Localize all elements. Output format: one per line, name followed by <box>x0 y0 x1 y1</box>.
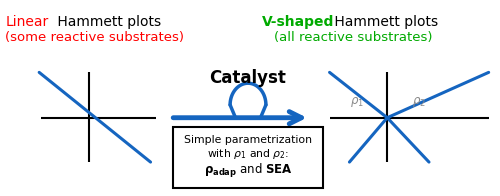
FancyArrowPatch shape <box>173 112 302 124</box>
Text: $\bf{\rho_{adap}}$ and $\bf{SEA}$: $\bf{\rho_{adap}}$ and $\bf{SEA}$ <box>204 162 292 180</box>
Text: Simple parametrization: Simple parametrization <box>184 135 312 145</box>
Text: Catalyst: Catalyst <box>210 69 286 87</box>
FancyBboxPatch shape <box>174 127 322 188</box>
Text: Hammett plots: Hammett plots <box>53 15 161 29</box>
Text: Hammett plots: Hammett plots <box>330 15 438 29</box>
Text: Linear: Linear <box>6 15 48 29</box>
Text: with $\rho_1$ and $\rho_2$:: with $\rho_1$ and $\rho_2$: <box>207 147 289 161</box>
Text: $\rho_2$: $\rho_2$ <box>412 95 426 109</box>
Text: (some reactive substrates): (some reactive substrates) <box>6 31 184 44</box>
Text: $\rho_1$: $\rho_1$ <box>350 95 364 109</box>
Text: (all reactive substrates): (all reactive substrates) <box>274 31 432 44</box>
Text: V-shaped: V-shaped <box>262 15 334 29</box>
